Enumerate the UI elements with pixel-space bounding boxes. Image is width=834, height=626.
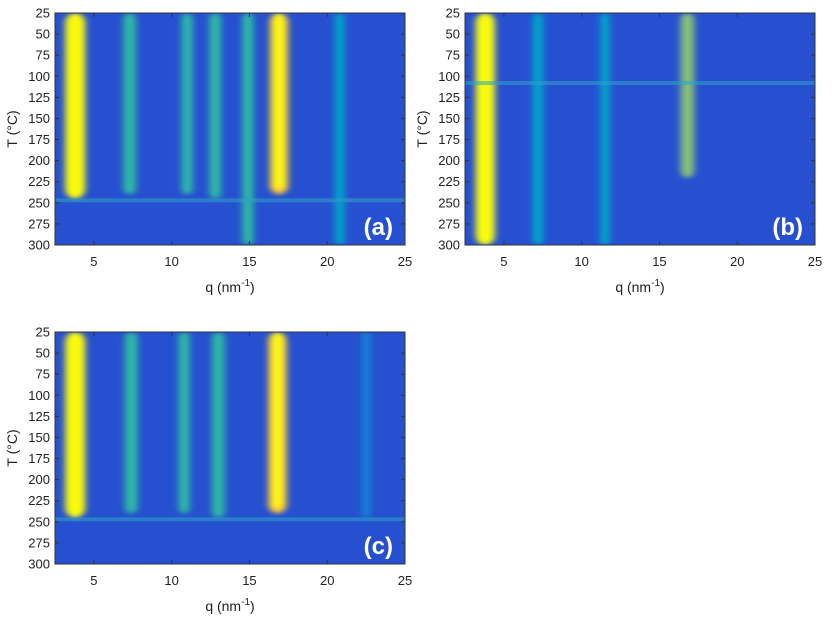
x-tick-label: 15 [652,254,666,269]
heatmap-feature-5 [242,13,254,245]
plot-frame [54,12,406,246]
x-tick-label: 25 [398,254,412,269]
y-axis-label: T (°C) [4,429,20,466]
y-axis-label: T (°C) [414,110,430,147]
y-tick-label: 175 [28,132,50,147]
y-tick-label: 50 [36,346,50,361]
y-tick-label: 125 [438,90,460,105]
x-axis-label: q (nm-1) [205,597,254,614]
y-tick-label: 125 [28,409,50,424]
y-tick-label: 250 [28,514,50,529]
y-tick-label: 100 [28,69,50,84]
y-tick-label: 75 [36,367,50,382]
chart-panel-2: 25 50 75 100 125 150 175 200 225 250 275 300 5 10 15 20… [414,6,822,296]
x-axis-label: q (nm-1) [615,278,664,295]
heatmap-feature-core-1 [480,13,491,239]
x-tick-label: 5 [90,254,97,269]
panel-label: (a) [364,214,393,241]
x-tick-label: 10 [574,254,588,269]
y-tick-label: 275 [28,216,50,231]
x-tick-label: 20 [320,254,334,269]
y-tick-label: 200 [28,153,50,168]
y-tick-label: 75 [36,48,50,63]
transition-band [465,81,815,86]
y-tick-label: 200 [438,153,460,168]
y-axis-label: T (°C) [4,110,20,147]
y-tick-label: 50 [446,27,460,42]
x-tick-label: 10 [164,254,178,269]
x-tick-label: 5 [500,254,507,269]
y-tick-label: 225 [438,174,460,189]
y-tick-label: 250 [438,195,460,210]
y-tick-label: 250 [28,195,50,210]
plot-frame [54,331,406,565]
heatmap-feature-4 [680,13,695,178]
y-tick-label: 100 [438,69,460,84]
y-tick-label: 275 [438,216,460,231]
heatmap-feature-4 [211,332,225,518]
x-tick-label: 15 [242,573,256,588]
y-tick-label: 300 [28,238,50,253]
y-tick-label: 25 [36,325,50,340]
heatmap-haze [465,13,815,245]
x-tick-label: 10 [164,573,178,588]
y-tick-label: 300 [438,238,460,253]
y-tick-label: 75 [446,48,460,63]
heatmap-area [55,13,405,245]
y-tick-label: 150 [28,111,50,126]
x-tick-label: 15 [242,254,256,269]
chart-panel-1: 25 50 75 100 125 150 175 200 225 250 275 300 5 10 15 20… [4,6,412,296]
y-tick-label: 150 [28,430,50,445]
y-tick-label: 275 [28,535,50,550]
heatmap-feature-2 [532,13,544,245]
heatmap-feature-2 [123,13,137,195]
heatmap-feature-core-6 [274,13,284,189]
heatmap-feature-3 [600,13,610,245]
y-tick-label: 50 [36,27,50,42]
y-tick-label: 25 [446,6,460,21]
heatmap-feature-6 [361,332,371,518]
heatmap-feature-2 [124,332,138,514]
transition-band [55,198,405,203]
y-tick-label: 150 [438,111,460,126]
heatmap-feature-core-1 [70,332,81,512]
heatmap-area [465,13,815,245]
heatmap-feature-core-5 [272,332,283,508]
y-tick-label: 125 [28,90,50,105]
y-tick-label: 300 [28,557,50,572]
heatmap-feature-core-1 [70,13,81,193]
plot-frame [464,12,816,246]
x-tick-label: 25 [398,573,412,588]
y-tick-label: 225 [28,493,50,508]
transition-band [55,517,405,522]
heatmap-feature-4 [209,13,222,199]
y-tick-label: 225 [28,174,50,189]
x-tick-label: 20 [320,573,334,588]
y-tick-label: 175 [438,132,460,147]
heatmap-feature-3 [181,13,193,195]
x-tick-label: 25 [808,254,822,269]
y-tick-label: 200 [28,472,50,487]
heatmap-area [55,332,405,564]
heatmap-background [465,13,815,245]
heatmap-background [55,332,405,564]
heatmap-haze [55,13,405,245]
y-tick-label: 175 [28,451,50,466]
x-axis-label: q (nm-1) [205,278,254,295]
panel-label: (b) [772,214,803,241]
x-tick-label: 20 [730,254,744,269]
heatmap-haze [55,332,405,564]
y-tick-label: 25 [36,6,50,21]
heatmap-background [55,13,405,245]
x-tick-label: 5 [90,573,97,588]
heatmap-feature-3 [178,332,190,514]
panel-label: (c) [364,533,393,560]
heatmap-feature-7 [334,13,345,245]
y-tick-label: 100 [28,388,50,403]
chart-panel-3: 25 50 75 100 125 150 175 200 225 250 275 300 5 10 15 20… [4,325,412,615]
